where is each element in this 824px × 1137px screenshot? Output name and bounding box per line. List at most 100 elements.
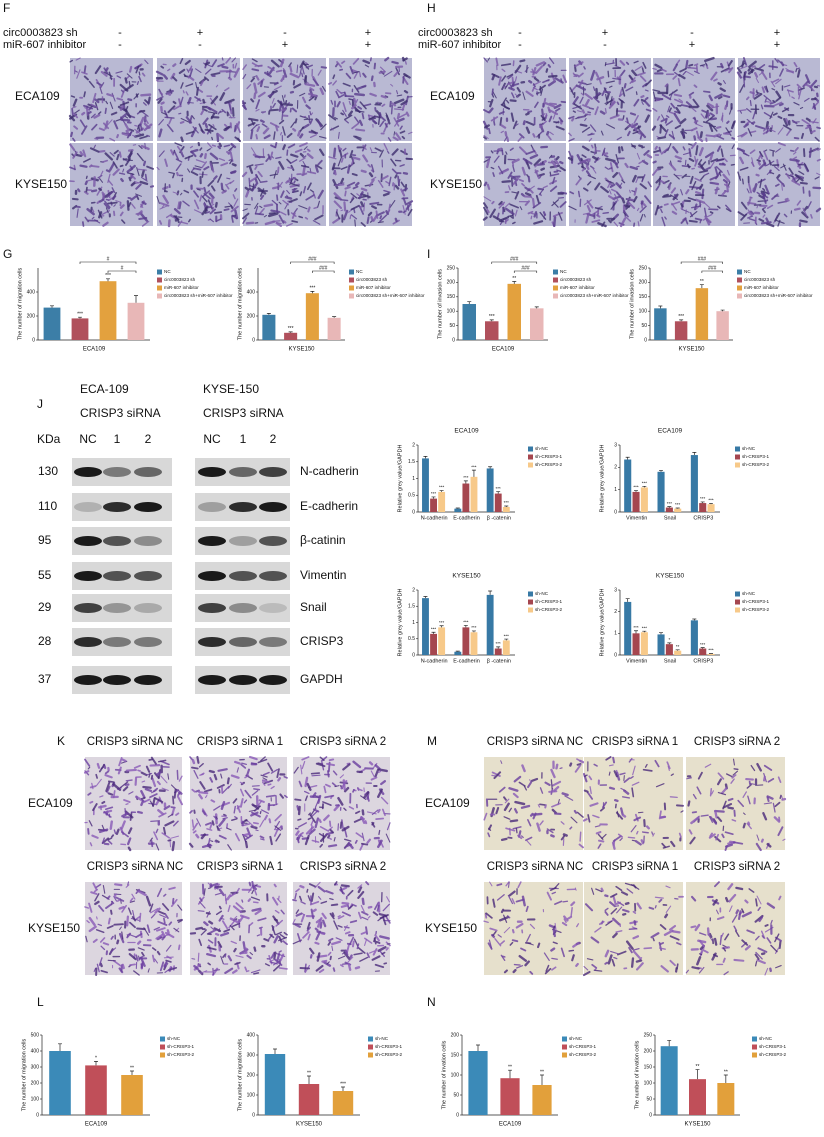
cell: [635, 177, 639, 184]
cell: [755, 77, 760, 84]
cell: [363, 103, 372, 107]
cell: [241, 762, 248, 765]
cell: [737, 133, 745, 138]
cell: [391, 168, 398, 175]
cell: [508, 807, 513, 813]
cell: [624, 882, 634, 887]
cell: [491, 771, 501, 777]
cell: [83, 158, 91, 163]
legend-swatch: [528, 446, 533, 452]
cell: [546, 891, 553, 901]
cell: [129, 921, 136, 929]
cell: [553, 785, 560, 792]
cell: [612, 756, 616, 764]
cell: [208, 920, 214, 925]
cell: [352, 97, 357, 103]
cell: [138, 71, 141, 76]
cell: [540, 88, 544, 96]
cell: [369, 201, 380, 205]
cell: [776, 174, 781, 179]
cell: [310, 892, 315, 902]
cell: [799, 181, 808, 185]
cell: [273, 918, 279, 922]
cell: [187, 96, 192, 105]
cell: [245, 768, 251, 778]
cell: [596, 76, 605, 81]
cell: [567, 156, 573, 161]
cell: [537, 942, 541, 949]
cell: [668, 89, 678, 96]
legend-label: sh-CRISP3-2: [742, 462, 770, 467]
cell: [112, 959, 122, 967]
cell: [93, 144, 96, 149]
cell: [747, 67, 752, 72]
cell: [292, 899, 297, 902]
cell: [189, 145, 194, 149]
cell: [196, 818, 202, 827]
cell: [188, 115, 193, 124]
cell: [111, 834, 115, 838]
cell: [151, 954, 155, 963]
cell: [402, 204, 406, 215]
category-label: N-cadherin: [421, 658, 448, 664]
cell: [199, 153, 204, 158]
cell: [374, 147, 382, 152]
significance: *: [95, 1056, 97, 1062]
cell: [270, 951, 276, 959]
y-tick-label: 400: [27, 289, 36, 295]
cell: [96, 200, 101, 204]
cell: [697, 939, 707, 944]
bar: [470, 476, 478, 512]
cell: [492, 172, 495, 178]
bar: [99, 281, 117, 340]
cell: [582, 818, 588, 822]
cell: [488, 939, 493, 949]
cell: [269, 933, 275, 939]
cell: [737, 799, 745, 808]
protein-label: GAPDH: [300, 672, 343, 686]
cell: [644, 96, 649, 101]
cell: [251, 880, 255, 890]
cell: [248, 881, 252, 887]
cell: [223, 813, 227, 817]
cell: [299, 60, 305, 69]
cell: [270, 768, 279, 774]
cell: [793, 101, 800, 106]
cell: [697, 771, 703, 780]
cell: [276, 768, 280, 779]
cell: [354, 92, 366, 97]
cell: [119, 211, 124, 217]
cell: [717, 82, 722, 86]
cell: [593, 96, 600, 103]
cell: [562, 74, 567, 84]
cell: [70, 131, 74, 138]
cell: [725, 181, 729, 193]
cell: [616, 191, 624, 200]
cell: [506, 915, 511, 919]
cell: [276, 182, 283, 188]
cell: [304, 834, 310, 846]
cell: [508, 86, 515, 91]
legend-swatch: [160, 1036, 165, 1042]
cell: [514, 808, 518, 814]
cell: [724, 933, 730, 941]
cell: [191, 788, 196, 793]
cell: [405, 111, 410, 117]
cell: [187, 168, 191, 173]
cell: [254, 202, 259, 210]
cell: [231, 57, 237, 63]
cell: [778, 895, 782, 901]
cell: [211, 136, 214, 141]
cell: [509, 819, 519, 823]
cell: [366, 811, 377, 815]
cell: [244, 819, 249, 822]
cell: [194, 165, 203, 169]
cell: [711, 952, 717, 961]
cell: [559, 160, 564, 165]
cell: [746, 96, 750, 101]
cell: [200, 109, 205, 116]
cell: [684, 218, 689, 225]
cell: [140, 144, 150, 151]
legend-label: circ0003823 sh+miR-607 inhibitor: [356, 293, 425, 298]
legend-swatch: [160, 1044, 165, 1050]
